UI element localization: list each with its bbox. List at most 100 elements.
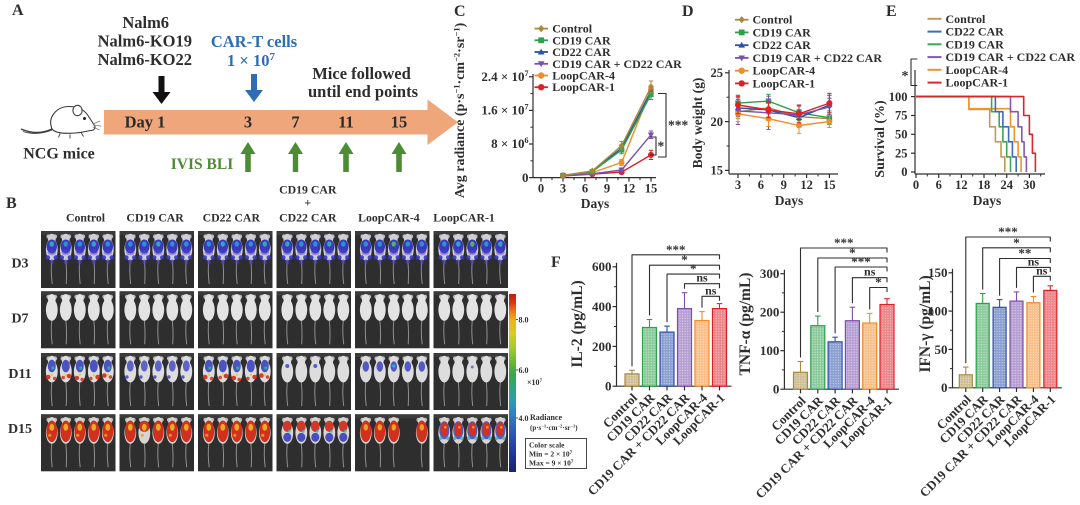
svg-text:Control: Control bbox=[946, 12, 986, 26]
svg-text:6.0: 6.0 bbox=[519, 366, 529, 375]
svg-text:**: ** bbox=[1018, 246, 1031, 261]
svg-text:50: 50 bbox=[935, 342, 948, 357]
svg-text:300: 300 bbox=[760, 266, 780, 281]
svg-text:12: 12 bbox=[955, 178, 968, 192]
svg-text:11: 11 bbox=[338, 113, 354, 132]
svg-text:6: 6 bbox=[582, 182, 588, 196]
svg-text:IL-2 (pg/mL): IL-2 (pg/mL) bbox=[569, 280, 586, 367]
svg-text:D11: D11 bbox=[8, 367, 31, 382]
svg-text:CD22 CAR: CD22 CAR bbox=[552, 45, 611, 59]
svg-text:400: 400 bbox=[592, 299, 612, 314]
svg-text:0: 0 bbox=[522, 170, 529, 185]
svg-text:LoopCAR-1: LoopCAR-1 bbox=[552, 80, 615, 94]
svg-text:until end points: until end points bbox=[308, 82, 419, 101]
svg-text:7: 7 bbox=[291, 113, 299, 132]
svg-text:Control: Control bbox=[66, 211, 106, 225]
svg-text:CAR-T cells: CAR-T cells bbox=[211, 32, 298, 51]
svg-text:*: * bbox=[658, 139, 665, 154]
svg-text:*: * bbox=[690, 261, 697, 276]
svg-text:Days: Days bbox=[581, 196, 610, 211]
svg-text:75: 75 bbox=[895, 109, 908, 123]
svg-text:CD19 CAR: CD19 CAR bbox=[126, 211, 184, 225]
svg-text:Radiance: Radiance bbox=[530, 413, 562, 422]
svg-text:0: 0 bbox=[538, 182, 544, 196]
svg-text:D15: D15 bbox=[8, 422, 32, 437]
svg-text:Min = 2 × 107: Min = 2 × 107 bbox=[529, 450, 573, 459]
svg-text:1.6 × 107: 1.6 × 107 bbox=[481, 103, 528, 118]
svg-text:×107: ×107 bbox=[527, 378, 543, 387]
svg-text:150: 150 bbox=[928, 265, 948, 280]
svg-text:LoopCAR-4: LoopCAR-4 bbox=[358, 211, 420, 225]
svg-text:100: 100 bbox=[760, 343, 780, 358]
svg-text:0: 0 bbox=[913, 178, 919, 192]
svg-text:12: 12 bbox=[800, 178, 813, 192]
svg-text:*: * bbox=[875, 275, 882, 290]
svg-text:TNF-α (pg/mL): TNF-α (pg/mL) bbox=[737, 273, 754, 376]
svg-text:Days: Days bbox=[775, 193, 804, 208]
svg-text:*: * bbox=[902, 69, 909, 84]
svg-text:Avg radiance (p·s−1·cm−2·sr−1): Avg radiance (p·s−1·cm−2·sr−1) bbox=[452, 22, 469, 198]
svg-text:9: 9 bbox=[781, 178, 787, 192]
svg-text:18: 18 bbox=[978, 178, 991, 192]
svg-text:ns: ns bbox=[1028, 254, 1040, 268]
svg-text:CD19 CAR + CD22 CAR: CD19 CAR + CD22 CAR bbox=[753, 51, 883, 65]
svg-text:25: 25 bbox=[711, 66, 724, 80]
svg-text:200: 200 bbox=[760, 305, 780, 320]
svg-text:ns: ns bbox=[696, 271, 708, 285]
svg-text:***: *** bbox=[851, 254, 871, 269]
svg-text:Nalm6-KO22: Nalm6-KO22 bbox=[98, 50, 192, 69]
svg-text:2.4 × 107: 2.4 × 107 bbox=[481, 69, 528, 84]
svg-text:CD22 CAR: CD22 CAR bbox=[203, 211, 261, 225]
svg-text:9: 9 bbox=[604, 182, 610, 196]
svg-text:ns: ns bbox=[1036, 263, 1048, 277]
svg-text:3: 3 bbox=[735, 178, 741, 192]
svg-text:CD19 CAR: CD19 CAR bbox=[946, 37, 1005, 51]
svg-text:3: 3 bbox=[560, 182, 566, 196]
svg-text:1 × 107: 1 × 107 bbox=[227, 51, 275, 70]
svg-text:*: * bbox=[681, 252, 688, 267]
svg-text:(p·s−1·cm−2·sr−1): (p·s−1·cm−2·sr−1) bbox=[530, 424, 578, 433]
svg-text:3: 3 bbox=[244, 113, 252, 132]
svg-text:***: *** bbox=[834, 235, 854, 250]
svg-text:12: 12 bbox=[623, 182, 636, 196]
svg-text:Survival (%): Survival (%) bbox=[873, 100, 888, 178]
svg-text:ns: ns bbox=[705, 283, 717, 297]
svg-text:25: 25 bbox=[895, 146, 908, 160]
svg-text:C: C bbox=[454, 3, 466, 20]
svg-text:20: 20 bbox=[711, 115, 724, 129]
svg-text:IVIS BLI: IVIS BLI bbox=[171, 156, 233, 173]
svg-text:Days: Days bbox=[973, 193, 1002, 208]
svg-text:+: + bbox=[304, 196, 311, 210]
svg-text:D: D bbox=[682, 3, 694, 20]
svg-text:100: 100 bbox=[889, 90, 908, 104]
svg-text:***: *** bbox=[998, 224, 1018, 239]
svg-text:***: *** bbox=[668, 118, 689, 133]
svg-text:***: *** bbox=[666, 242, 686, 257]
svg-text:NCG mice: NCG mice bbox=[23, 146, 95, 163]
svg-text:Day 1: Day 1 bbox=[125, 113, 166, 132]
svg-text:E: E bbox=[886, 3, 897, 20]
svg-text:LoopCAR-4: LoopCAR-4 bbox=[552, 69, 615, 83]
svg-text:D3: D3 bbox=[11, 257, 28, 272]
svg-text:6: 6 bbox=[936, 178, 942, 192]
svg-text:8 × 106: 8 × 106 bbox=[491, 136, 528, 151]
svg-text:CD22 CAR: CD22 CAR bbox=[753, 38, 812, 52]
svg-text:15: 15 bbox=[391, 113, 408, 132]
svg-text:50: 50 bbox=[895, 128, 908, 142]
svg-text:Nalm6: Nalm6 bbox=[122, 13, 169, 32]
svg-text:8.0: 8.0 bbox=[519, 315, 529, 324]
svg-text:LoopCAR-4: LoopCAR-4 bbox=[946, 63, 1009, 77]
svg-text:0: 0 bbox=[901, 165, 907, 179]
svg-text:Body weight (g): Body weight (g) bbox=[690, 78, 705, 169]
svg-text:24: 24 bbox=[1000, 178, 1013, 192]
svg-text:0: 0 bbox=[941, 380, 948, 395]
svg-text:A: A bbox=[12, 2, 24, 19]
svg-text:6: 6 bbox=[758, 178, 764, 192]
svg-text:Color scale: Color scale bbox=[529, 441, 565, 450]
svg-text:CD19 CAR: CD19 CAR bbox=[753, 25, 812, 39]
svg-text:100: 100 bbox=[928, 304, 948, 319]
svg-text:200: 200 bbox=[592, 339, 612, 354]
svg-text:*: * bbox=[1013, 235, 1020, 250]
svg-text:CD19 CAR + CD22 CAR: CD19 CAR + CD22 CAR bbox=[946, 50, 1076, 64]
svg-text:CD22 CAR: CD22 CAR bbox=[946, 25, 1005, 39]
